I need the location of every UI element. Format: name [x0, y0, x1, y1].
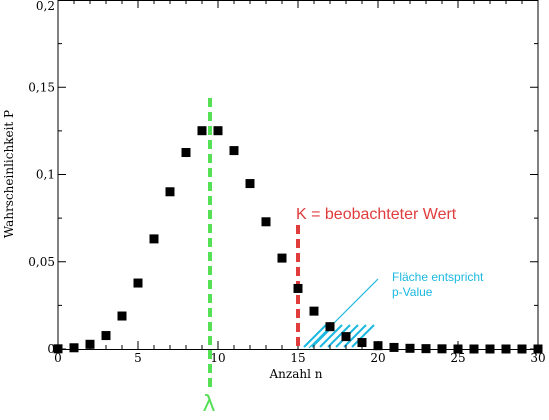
x-tick-label: 10: [210, 351, 225, 365]
lambda-label: λ: [202, 392, 215, 417]
axis-tick-labels: 0 5 10 15 20 25 30 0 0,05 0,1 0,15 0,2: [28, 0, 545, 365]
annotations: Anzahl n Wahrscheinlichkeit P K = beobac…: [2, 110, 484, 417]
data-point: [165, 187, 175, 197]
y-tick-label: 0,1: [36, 168, 55, 182]
data-point: [405, 343, 415, 353]
data-point: [421, 344, 431, 354]
hatch-stroke: [319, 324, 343, 348]
x-tick-label: 30: [530, 351, 545, 365]
data-point: [261, 217, 271, 227]
data-point: [69, 343, 79, 353]
y-tick-label: 0,2: [36, 0, 55, 13]
marker-lines: [208, 98, 379, 392]
data-point: [85, 339, 95, 349]
x-tick-label: 20: [370, 351, 385, 365]
data-point: [501, 344, 511, 354]
x-tick-label: 5: [134, 351, 142, 365]
data-point: [485, 344, 495, 354]
data-point: [533, 344, 543, 354]
data-point: [325, 322, 335, 332]
data-point: [357, 338, 367, 348]
data-point: [341, 332, 351, 342]
data-point: [117, 311, 127, 321]
data-point: [293, 283, 303, 293]
data-point: [453, 344, 463, 354]
data-point: [229, 146, 239, 156]
data-point: [469, 344, 479, 354]
data-point: [437, 344, 447, 354]
data-point: [277, 253, 287, 263]
data-point: [133, 278, 143, 288]
y-tick-label: 0,05: [28, 255, 55, 269]
hatch-stroke: [351, 324, 375, 348]
data-point: [149, 234, 159, 244]
y-tick-label: 0,15: [28, 80, 55, 94]
hatch-stroke: [327, 324, 351, 348]
y-tick-label: 0: [47, 342, 55, 356]
data-points: [53, 126, 543, 354]
data-point: [373, 341, 383, 351]
x-tick-label: 15: [290, 351, 305, 365]
k-line-label: K = beobachteter Wert: [296, 206, 457, 223]
hatch-stroke: [343, 324, 367, 348]
data-point: [245, 179, 255, 189]
x-tick-label: 0: [54, 351, 62, 365]
data-point: [197, 126, 207, 136]
data-point: [213, 126, 223, 136]
x-tick-label: 25: [450, 351, 465, 365]
hatch-stroke: [303, 324, 327, 348]
data-point: [517, 344, 527, 354]
p-value-pointer-line: [308, 278, 379, 349]
p-value-label-line2: p-Value: [392, 285, 433, 299]
x-axis-title: Anzahl n: [269, 367, 323, 381]
data-point: [53, 344, 63, 354]
data-point: [389, 342, 399, 352]
data-point: [309, 306, 319, 316]
p-value-label-line1: Fläche entspricht: [392, 270, 484, 284]
data-point: [181, 148, 191, 158]
y-axis-title: Wahrscheinlichkeit P: [2, 110, 16, 238]
data-point: [101, 331, 111, 341]
